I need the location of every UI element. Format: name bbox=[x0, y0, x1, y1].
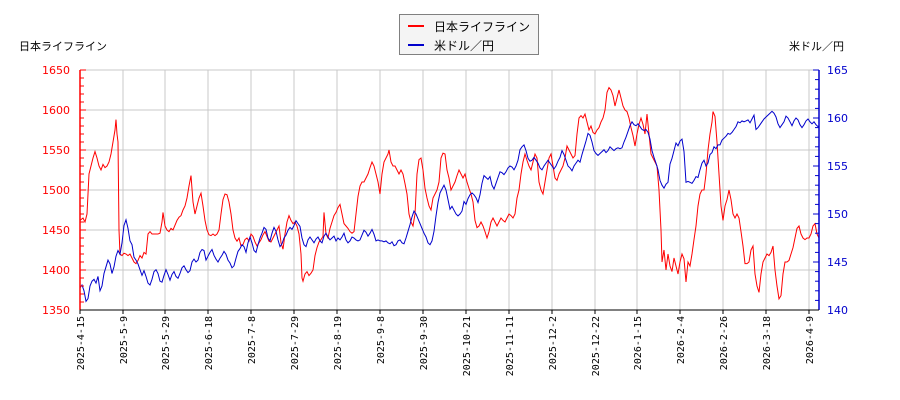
legend-item-lifeline: 日本ライフライン bbox=[408, 18, 530, 34]
x-tick-label: 2026-4-9 bbox=[805, 316, 816, 364]
legend-label: 日本ライフライン bbox=[434, 19, 531, 34]
x-tick-label: 2025-7-8 bbox=[247, 316, 258, 364]
legend-swatch-blue bbox=[408, 44, 424, 46]
x-tick-label: 2026-2-4 bbox=[676, 316, 687, 364]
x-tick-label: 2025-8-19 bbox=[333, 316, 344, 370]
left-tick-label: 1500 bbox=[42, 184, 70, 197]
legend-swatch-red bbox=[408, 25, 424, 27]
x-tick-label: 2026-2-26 bbox=[719, 316, 730, 370]
x-tick-label: 2026-1-15 bbox=[633, 316, 644, 370]
right-tick-label: 155 bbox=[827, 160, 848, 173]
right-tick-label: 140 bbox=[827, 304, 848, 317]
series-line bbox=[79, 86, 820, 301]
x-tick-label: 2025-11-11 bbox=[505, 316, 516, 376]
series-lines bbox=[79, 86, 820, 303]
x-tick-label: 2025-5-9 bbox=[119, 316, 130, 364]
right-axis: 140 145 150 155 160 165 bbox=[813, 64, 848, 317]
x-tick-label: 2025-5-29 bbox=[161, 316, 172, 370]
right-axis-title: 米ドル／円 bbox=[789, 40, 844, 53]
x-tick-label: 2025-12-22 bbox=[591, 316, 602, 376]
left-axis-title: 日本ライフライン bbox=[19, 40, 107, 53]
left-tick-label: 1650 bbox=[42, 64, 70, 77]
x-tick-label: 2025-9-8 bbox=[376, 316, 387, 364]
right-tick-label: 165 bbox=[827, 64, 848, 77]
x-axis: 2025-4-15 2025-5-9 2025-5-29 2025-6-18 2025-… bbox=[76, 309, 819, 376]
right-tick-label: 145 bbox=[827, 256, 848, 269]
left-tick-label: 1400 bbox=[42, 264, 70, 277]
left-axis: 1350 1400 1450 1500 1550 1600 1650 bbox=[42, 64, 86, 317]
x-tick-label: 2025-10-21 bbox=[462, 316, 473, 376]
x-tick-label: 2025-9-30 bbox=[419, 316, 430, 370]
right-tick-label: 160 bbox=[827, 112, 848, 125]
right-tick-label: 150 bbox=[827, 208, 848, 221]
grid-lines bbox=[79, 69, 819, 311]
left-tick-label: 1450 bbox=[42, 224, 70, 237]
legend: 日本ライフライン 米ドル／円 bbox=[399, 14, 539, 55]
left-tick-label: 1600 bbox=[42, 104, 70, 117]
left-tick-label: 1550 bbox=[42, 144, 70, 157]
x-tick-label: 2025-6-18 bbox=[204, 316, 215, 370]
x-tick-label: 2025-4-15 bbox=[76, 316, 87, 370]
x-tick-label: 2025-12-2 bbox=[548, 316, 559, 370]
x-tick-label: 2025-7-29 bbox=[290, 316, 301, 370]
legend-label: 米ドル／円 bbox=[434, 38, 495, 53]
left-tick-label: 1350 bbox=[42, 304, 70, 317]
legend-item-usdjpy: 米ドル／円 bbox=[408, 37, 494, 53]
series-line bbox=[79, 110, 820, 303]
x-tick-label: 2026-3-18 bbox=[762, 316, 773, 370]
